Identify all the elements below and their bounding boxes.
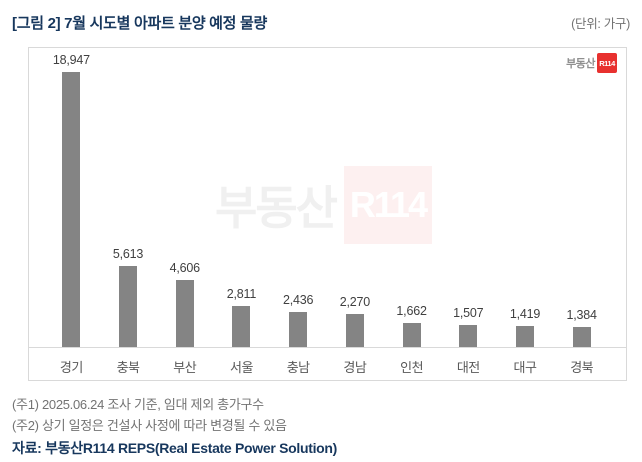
watermark-text: 부동산 — [215, 182, 338, 234]
bar — [572, 327, 591, 347]
bar — [62, 72, 81, 347]
bar-column: 1,384 — [553, 308, 610, 347]
bar-value-label: 5,613 — [112, 247, 144, 261]
category-label: 경북 — [570, 360, 594, 375]
figure-title: [그림 2] 7월 시도별 아파트 분양 예정 물량 — [12, 15, 268, 32]
bar — [175, 280, 194, 347]
category-label: 충북 — [116, 360, 140, 375]
footnotes: (주1) 2025.06.24 조사 기준, 임대 제외 총가구수 (주2) 상… — [12, 394, 632, 436]
bar-value-label: 1,507 — [453, 306, 484, 320]
category-label: 경남 — [343, 360, 367, 375]
unit-label: (단위: 가구) — [571, 17, 630, 31]
bar-column: 2,811 — [213, 287, 270, 347]
bar — [345, 314, 364, 347]
bar — [402, 323, 421, 347]
bar-value-label: 4,606 — [169, 261, 200, 275]
bar-value-label: 1,662 — [396, 304, 427, 318]
bar-column: 1,662 — [383, 304, 440, 347]
bar-column: 2,270 — [327, 295, 384, 347]
bar-value-label: 2,270 — [339, 295, 370, 309]
brand-logo: 부동산 R114 — [566, 53, 617, 73]
category-label: 인천 — [400, 360, 424, 375]
bar-column: 18,947 — [43, 53, 100, 347]
footnote-1: (주1) 2025.06.24 조사 기준, 임대 제외 총가구수 — [12, 397, 264, 412]
bar-value-label: 1,419 — [509, 307, 541, 321]
bar-column: 1,419 — [497, 307, 554, 347]
category-row: 경기 충북 부산 서울 충남 경남 인천 대전 대구 경북 — [29, 349, 626, 376]
watermark-icon: R114 — [343, 166, 432, 244]
figure-header: [그림 2] 7월 시도별 아파트 분양 예정 물량 (단위: 가구) — [10, 10, 632, 33]
category-label: 대전 — [456, 360, 480, 375]
watermark-logo: 부동산 R114 — [215, 166, 432, 244]
category-label: 경기 — [59, 360, 83, 375]
bars-row: 18,947 5,613 4,606 2,811 2,436 2,270 1,662 1,50… — [29, 48, 626, 348]
bar-value-label: 2,436 — [283, 293, 314, 307]
bar-column: 1,507 — [440, 306, 497, 347]
bar-column: 4,606 — [156, 261, 213, 347]
brand-logo-icon: R114 — [597, 53, 617, 73]
footnote-2: (주2) 상기 일정은 건설사 사정에 따라 변경될 수 있음 — [12, 418, 287, 433]
bar-value-label: 2,811 — [226, 287, 257, 301]
category-label: 대구 — [513, 360, 537, 375]
brand-logo-text: 부동산 — [566, 58, 595, 70]
source-line: 자료: 부동산R114 REPS(Real Estate Power Solut… — [12, 440, 338, 456]
category-label: 서울 — [230, 360, 253, 375]
bar — [459, 325, 478, 347]
category-label: 충남 — [286, 360, 310, 375]
bar — [232, 306, 251, 347]
bar-chart: 부동산 R114 부동산 R114 18,947 5,613 4,606 2,811 2… — [28, 47, 627, 381]
bar-value-label: 18,947 — [52, 53, 90, 67]
bar — [119, 266, 138, 347]
bar — [515, 326, 534, 347]
bar-column: 2,436 — [270, 293, 327, 347]
category-label: 부산 — [173, 360, 197, 375]
bar-column: 5,613 — [100, 247, 157, 347]
bar — [289, 312, 308, 347]
bar-value-label: 1,384 — [566, 308, 597, 322]
